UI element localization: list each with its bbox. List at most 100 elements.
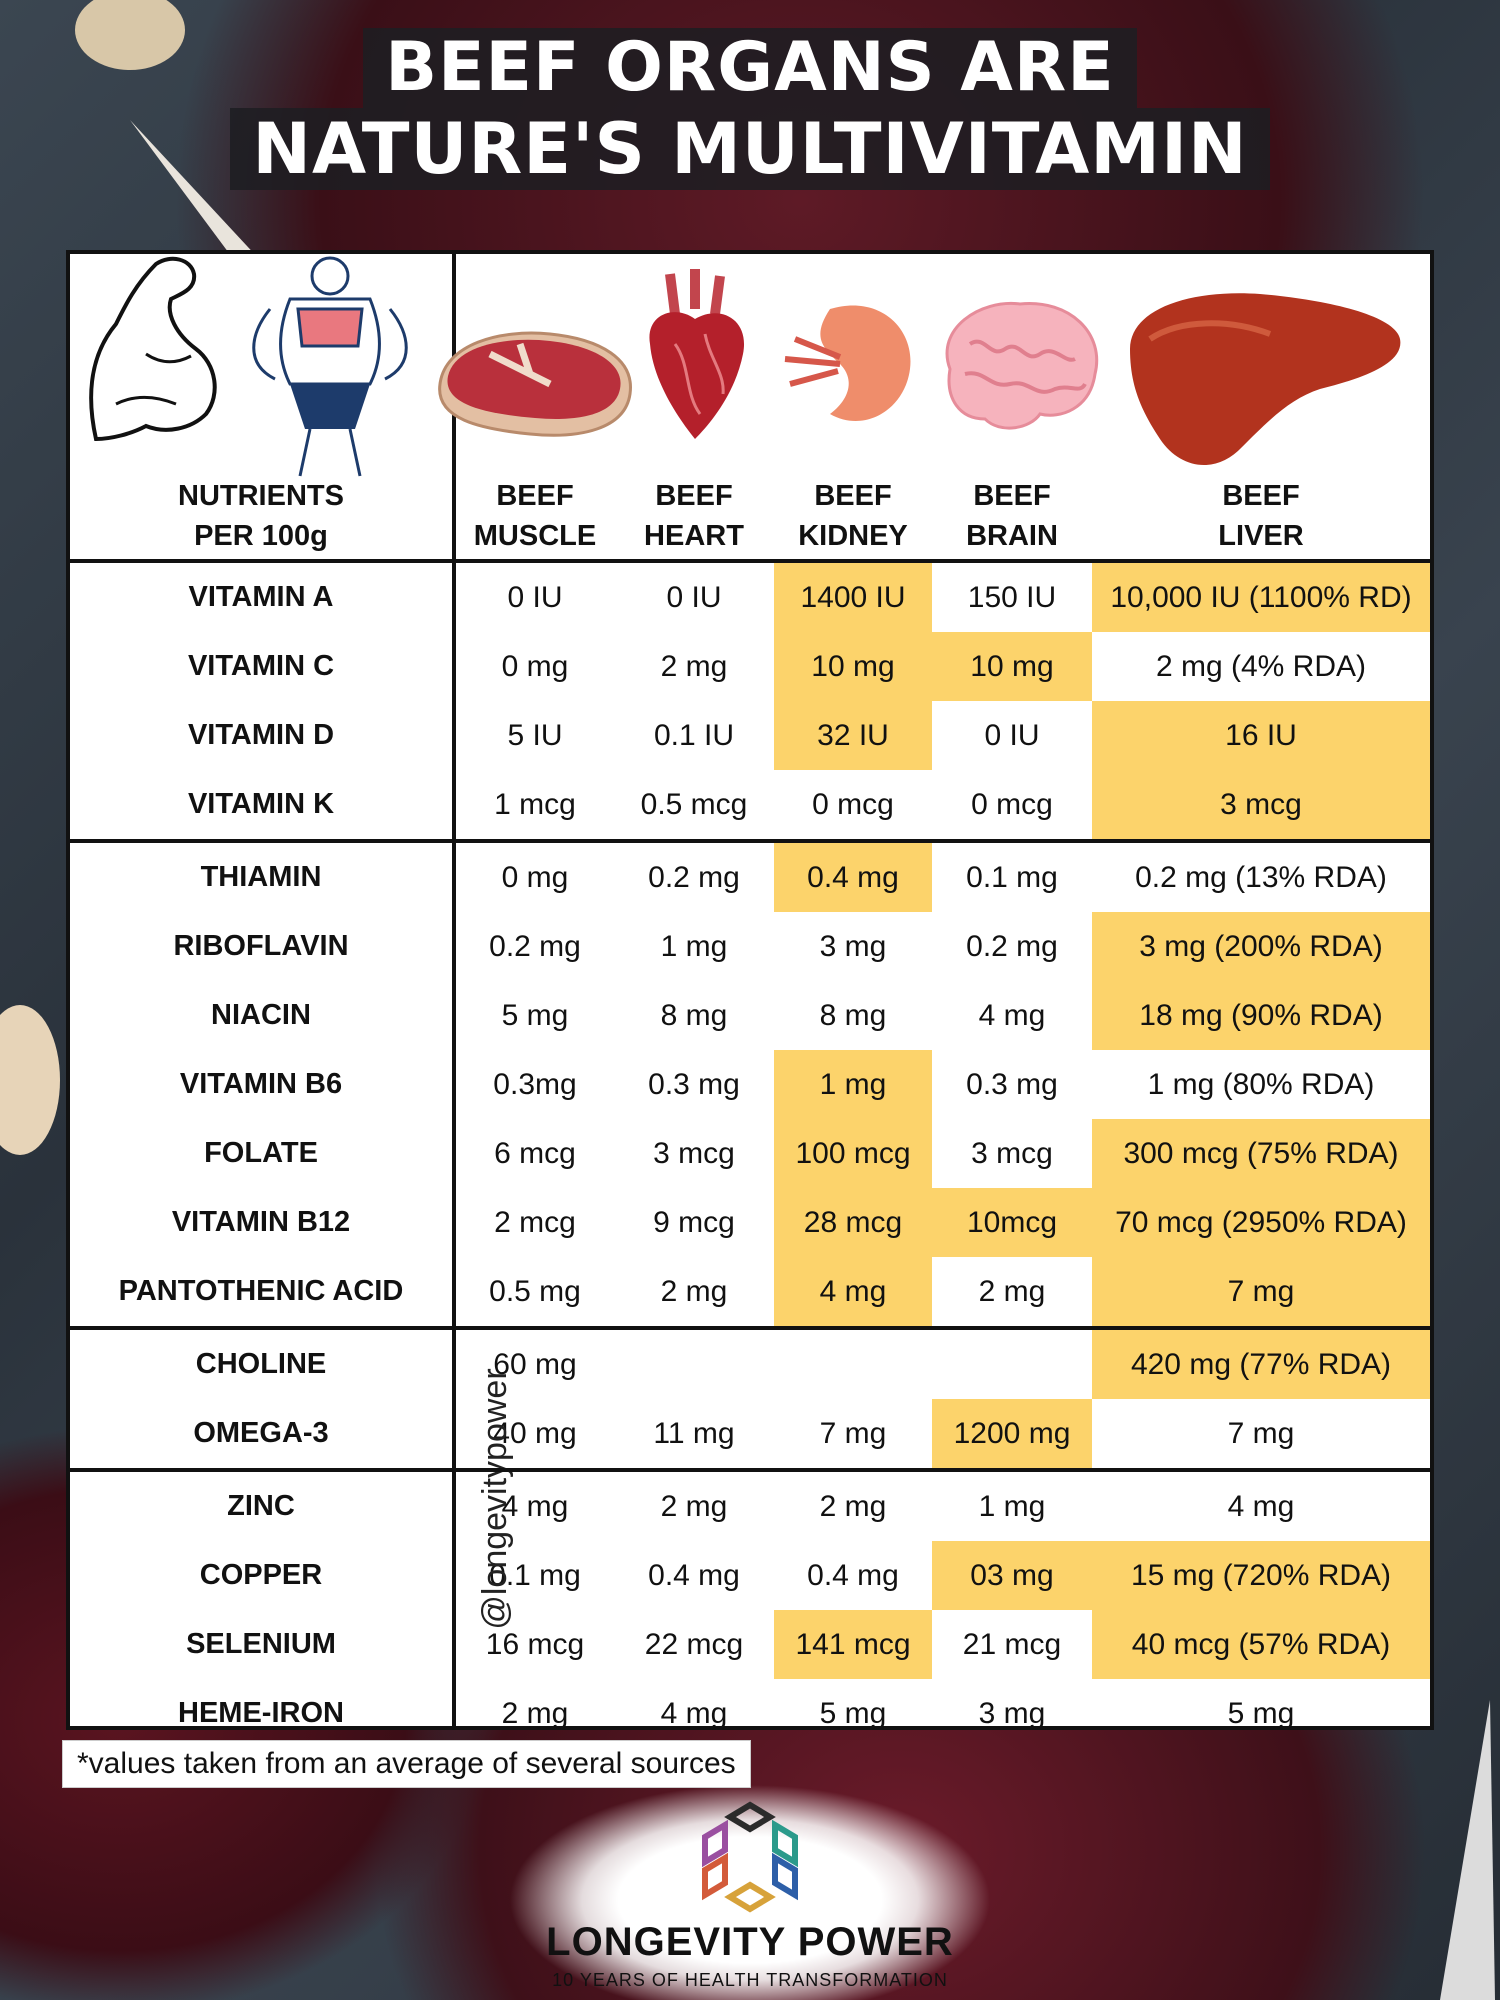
page-title: BEEF ORGANS ARE NATURE'S MULTIVITAMIN: [0, 28, 1500, 190]
value-cell: 0.2 mg: [648, 861, 740, 894]
value-cell: 11 mg: [653, 1417, 735, 1450]
brand-name: LONGEVITY POWER: [546, 1920, 954, 1964]
value-cell: 1 mg (80% RDA): [1147, 1068, 1375, 1101]
group-separator: [70, 1468, 1430, 1472]
table-row: CHOLINE 60 mg 420 mg (77% RDA): [70, 1330, 1430, 1399]
value-cell: 7 mg: [1092, 1257, 1430, 1326]
value-cell: 141 mcg: [774, 1610, 932, 1679]
header-muscle-line2: MUSCLE: [473, 520, 597, 552]
brand-logo-area: LONGEVITY POWER 10 YEARS OF HEALTH TRANS…: [510, 1770, 990, 2000]
header-beef-muscle: BEEF MUSCLE: [456, 476, 614, 556]
organ-images-row: [70, 254, 1430, 559]
value-cell: 6 mcg: [494, 1137, 576, 1170]
value-cell: 21 mcg: [962, 1628, 1062, 1661]
value-cell: 0.2 mg: [489, 930, 581, 963]
header-separator: [70, 559, 1430, 563]
table-row: VITAMIN K 1 mcg 0.5 mcg 0 mcg 0 mcg 3 mcg: [70, 770, 1430, 839]
kidney-icon: [784, 305, 911, 422]
value-cell: 2 mg (4% RDA): [1155, 650, 1367, 683]
table-row: VITAMIN B6 0.3mg 0.3 mg 1 mg 0.3 mg 1 mg (80%…: [70, 1050, 1430, 1119]
value-cell: 5 mg: [501, 999, 569, 1032]
header-beef-brain: BEEF BRAIN: [932, 476, 1092, 556]
value-cell: 0.3 mg: [648, 1068, 740, 1101]
value-cell: 0 mg: [501, 861, 569, 894]
value-cell: 3 mcg: [971, 1137, 1053, 1170]
header-brain-line1: BEEF: [973, 480, 1051, 512]
table-row: VITAMIN C 0 mg 2 mg 10 mg 10 mg 2 mg (4% RDA): [70, 632, 1430, 701]
value-cell: 16 mcg: [485, 1628, 585, 1661]
table-row: VITAMIN D 5 IU 0.1 IU 32 IU 0 IU 16 IU: [70, 701, 1430, 770]
value-cell: 8 mg: [660, 999, 728, 1032]
value-cell: 1 mg: [774, 1050, 932, 1119]
value-cell: 2 mcg: [494, 1206, 576, 1239]
value-cell: 0.4 mg: [648, 1559, 740, 1592]
title-line-1: BEEF ORGANS ARE: [363, 28, 1137, 108]
table-row: FOLATE 6 mcg 3 mcg 100 mcg 3 mcg 300 mcg (75%…: [70, 1119, 1430, 1188]
table-row: NIACIN 5 mg 8 mg 8 mg 4 mg 18 mg (90% RDA): [70, 981, 1430, 1050]
header-kidney-line1: BEEF: [814, 480, 892, 512]
nutrient-name: VITAMIN D: [187, 719, 335, 751]
value-cell: 8 mg: [819, 999, 887, 1032]
value-cell: 100 mcg: [774, 1119, 932, 1188]
nutrient-name: ZINC: [227, 1490, 295, 1522]
column-divider: [452, 254, 456, 1726]
value-cell: 1200 mg: [932, 1399, 1092, 1468]
header-heart-line2: HEART: [644, 520, 744, 552]
value-cell: 0 IU: [666, 581, 722, 614]
table-row: THIAMIN 0 mg 0.2 mg 0.4 mg 0.1 mg 0.2 mg (13%…: [70, 843, 1430, 912]
header-kidney-line2: KIDNEY: [798, 520, 908, 552]
value-cell: 40 mcg (57% RDA): [1092, 1610, 1430, 1679]
table-row: OMEGA-3 40 mg 11 mg 7 mg 1200 mg 7 mg: [70, 1399, 1430, 1468]
value-cell: 2 mg: [978, 1275, 1046, 1308]
value-cell: [932, 1330, 1092, 1399]
value-cell: 1 mg: [660, 930, 728, 963]
value-cell: 0 IU: [507, 581, 563, 614]
value-cell: 2 mg: [501, 1697, 569, 1730]
value-cell: 0.1 IU: [653, 719, 735, 752]
value-cell: 1 mg: [978, 1490, 1046, 1523]
value-cell: 15 mg (720% RDA): [1092, 1541, 1430, 1610]
onion-icon: [0, 1005, 60, 1155]
nutrient-name: HEME-IRON: [178, 1697, 344, 1729]
value-cell: 9 mcg: [653, 1206, 735, 1239]
nutrient-name: VITAMIN B6: [179, 1068, 343, 1100]
title-line-2: NATURE'S MULTIVITAMIN: [230, 108, 1270, 190]
table-row: HEME-IRON 2 mg 4 mg 5 mg 3 mg 5 mg: [70, 1679, 1430, 1748]
header-nutrients: NUTRIENTS PER 100g: [70, 476, 452, 556]
value-cell: 03 mg: [932, 1541, 1092, 1610]
brain-icon: [945, 301, 1099, 430]
value-cell: 0.5 mg: [489, 1275, 581, 1308]
nutrient-name: FOLATE: [204, 1137, 318, 1169]
header-beef-kidney: BEEF KIDNEY: [774, 476, 932, 556]
value-cell: 40 mg: [493, 1417, 577, 1450]
table-row: ZINC 4 mg 2 mg 2 mg 1 mg 4 mg: [70, 1472, 1430, 1541]
group-separator: [70, 839, 1430, 843]
value-cell: 1 mcg: [494, 788, 576, 821]
table-row: VITAMIN B12 2 mcg 9 mcg 28 mcg 10mcg 70 mcg (…: [70, 1188, 1430, 1257]
header-heart-line1: BEEF: [655, 480, 733, 512]
table-row: VITAMIN A 0 IU 0 IU 1400 IU 150 IU 10,000 IU …: [70, 563, 1430, 632]
value-cell: 4 mg: [660, 1697, 728, 1730]
value-cell: 300 mcg (75% RDA): [1092, 1119, 1430, 1188]
value-cell: 2 mg: [660, 1490, 728, 1523]
flexed-arm-icon: [89, 256, 217, 442]
brand-tagline: 10 YEARS OF HEALTH TRANSFORMATION: [552, 1970, 948, 1990]
header-muscle-line1: BEEF: [496, 480, 574, 512]
header-liver-line1: BEEF: [1222, 480, 1300, 512]
value-cell: [774, 1330, 932, 1399]
nutrient-name: COPPER: [199, 1559, 323, 1591]
fit-woman-icon: [252, 256, 408, 477]
value-cell: 22 mcg: [644, 1628, 744, 1661]
brand-logo-icon: [702, 1801, 798, 1913]
value-cell: 10 mg: [774, 632, 932, 701]
value-cell: 28 mcg: [774, 1188, 932, 1257]
value-cell: 0 mcg: [812, 788, 894, 821]
value-cell: 3 mcg: [1092, 770, 1430, 839]
header-beef-heart: BEEF HEART: [614, 476, 774, 556]
nutrient-name: VITAMIN K: [187, 788, 335, 820]
nutrient-name: OMEGA-3: [193, 1417, 329, 1449]
value-cell: 1400 IU: [774, 563, 932, 632]
nutrient-name: NIACIN: [211, 999, 311, 1031]
value-cell: 10,000 IU (1100% RD): [1092, 563, 1430, 632]
header-beef-liver: BEEF LIVER: [1092, 476, 1430, 556]
